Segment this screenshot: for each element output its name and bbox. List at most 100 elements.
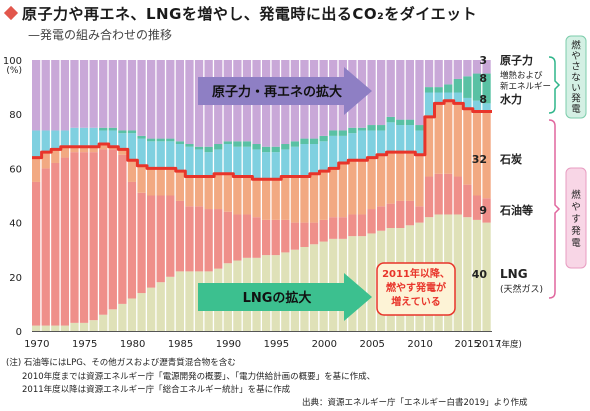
bar-4-1997: [290, 146, 300, 177]
bar-5-1997: [290, 141, 300, 147]
bar-5-1986: [185, 144, 194, 147]
bar-1-2016: [472, 219, 482, 331]
bar-4-1980: [127, 133, 137, 161]
year-column-1973: [60, 60, 70, 331]
bar-4-2006: [377, 130, 386, 155]
label-non-combustion-char-7: 電: [571, 104, 581, 115]
year-column-1979: [118, 60, 127, 331]
bar-5-2004: [357, 127, 367, 131]
year-column-1974: [70, 60, 79, 331]
bar-1-2005: [367, 233, 376, 331]
year-column-1970: [32, 60, 41, 331]
bar-4-1987: [194, 149, 204, 177]
bar-5-2002: [338, 130, 347, 136]
bar-1-1980: [127, 298, 137, 331]
label-combustion-text: 燃やす発電: [571, 189, 581, 249]
bar-2-2011: [424, 176, 434, 218]
bar-2-1984: [166, 195, 175, 277]
name-label-new-energy-2: 新エネルギー: [500, 81, 551, 92]
year-column-1971: [41, 60, 50, 331]
bar-3-2013: [444, 100, 453, 174]
bar-5-1993: [252, 144, 261, 150]
bar-3-1993: [252, 179, 261, 218]
bar-6-2005: [367, 60, 376, 126]
bar-4-1993: [252, 149, 261, 180]
x-axis-unit: (年度): [498, 339, 522, 350]
bar-1-2015: [463, 217, 472, 331]
bar-5-1999: [309, 138, 319, 145]
bar-6-1977: [99, 60, 108, 128]
bar-5-2001: [329, 130, 338, 136]
bar-3-2016: [472, 111, 482, 196]
bar-1-2017: [482, 222, 491, 331]
y-tick-label-80: 80: [9, 110, 22, 121]
bar-5-1991: [233, 141, 242, 147]
bar-3-1992: [242, 176, 252, 215]
bar-3-2017: [482, 111, 491, 199]
bar-3-1983: [156, 168, 165, 196]
x-tick-label-1970: 1970: [24, 339, 49, 350]
bar-2-1985: [175, 200, 185, 272]
bar-3-1981: [137, 165, 146, 193]
bar-5-1982: [147, 138, 156, 142]
bar-5-1979: [118, 130, 127, 134]
bar-5-1984: [166, 138, 175, 142]
bar-1-1972: [51, 325, 60, 331]
bar-2-2014: [453, 176, 462, 215]
bar-4-2013: [444, 92, 453, 101]
bar-2-2016: [472, 195, 482, 220]
label-combustion-char-1: 燃: [571, 189, 581, 201]
x-tick-label-1985: 1985: [168, 339, 193, 350]
year-column-1977: [99, 60, 108, 331]
bar-2-1982: [147, 195, 156, 288]
bar-2-1970: [32, 181, 41, 326]
bar-6-2006: [377, 60, 386, 126]
bar-2-1972: [51, 162, 60, 326]
bar-5-2007: [386, 116, 395, 123]
bar-3-1985: [175, 171, 185, 201]
callout-box: [376, 262, 456, 316]
note-line-3: 2011年度以降は資源エネルギー庁「総合エネルギー統計」を基に作成: [22, 385, 291, 395]
bar-3-1973: [60, 146, 70, 158]
bar-4-2001: [329, 135, 338, 169]
bar-5-1989: [214, 144, 223, 150]
bar-4-2011: [424, 92, 434, 117]
name-label-coal: 石炭: [499, 152, 522, 166]
x-tick-label-1990: 1990: [216, 339, 241, 350]
y-axis-unit: (%): [6, 66, 22, 76]
bar-1-1981: [137, 293, 146, 331]
bar-4-1991: [233, 146, 242, 177]
bar-4-1990: [223, 144, 232, 174]
annotation-lng: LNGの拡大: [243, 290, 312, 306]
bar-2-1974: [70, 152, 79, 323]
label-non-combustion-char-6: 発: [571, 92, 581, 104]
bar-3-2003: [348, 160, 357, 215]
bar-1-1970: [32, 325, 41, 331]
bar-5-2003: [348, 127, 357, 134]
bar-6-1980: [127, 60, 137, 131]
year-column-1981: [137, 60, 146, 331]
bar-2-1990: [223, 211, 232, 264]
bar-3-2014: [453, 103, 462, 177]
label-combustion-char-4: 発: [571, 225, 581, 237]
name-label-nuclear: 原子力: [500, 53, 533, 67]
bar-2-1975: [79, 152, 89, 323]
bar-3-1991: [233, 176, 242, 215]
bar-4-1983: [156, 141, 165, 169]
callout-line-3: 増えている: [391, 295, 441, 308]
bar-2-2004: [357, 214, 367, 237]
bar-1-1975: [79, 322, 89, 331]
bar-2-2007: [386, 203, 395, 229]
bar-4-1976: [89, 127, 98, 147]
bar-4-1970: [32, 130, 41, 158]
name-label-new-energy-1: 増熱および: [500, 70, 543, 81]
bar-6-1985: [175, 60, 185, 142]
bar-3-2015: [463, 108, 472, 185]
bar-4-1984: [166, 141, 175, 169]
bar-6-1972: [51, 60, 60, 131]
bar-2-2008: [396, 200, 405, 229]
bar-3-1986: [185, 176, 194, 207]
bar-2-2001: [329, 217, 338, 239]
bar-4-2003: [348, 133, 357, 161]
bar-4-2008: [396, 125, 405, 153]
